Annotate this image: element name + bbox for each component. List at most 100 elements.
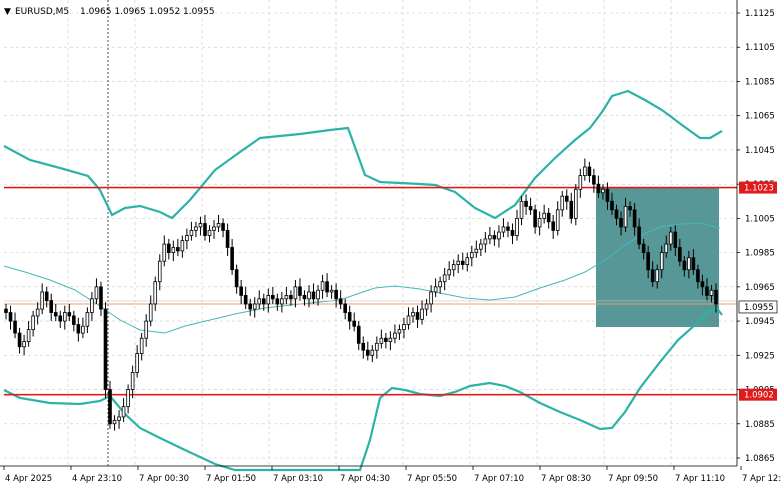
candle (58, 310, 63, 328)
candle (135, 345, 139, 378)
candle-body-bullish (429, 291, 433, 305)
candle-body-bearish (637, 226, 641, 245)
candle (203, 214, 207, 241)
candle-body-bullish (488, 235, 492, 240)
candle (148, 295, 153, 327)
candle (298, 278, 302, 301)
time-axis: 4 Apr 2025 4 Apr 23:10 7 Apr 00:30 7 Apr 01… (0, 465, 781, 484)
candle (117, 410, 121, 429)
candle (130, 365, 135, 399)
candle-body-bearish (610, 200, 614, 211)
candle-body-bullish (655, 269, 660, 283)
candle (248, 298, 253, 316)
time-tick-label: 7 Apr 05:50 (407, 474, 457, 484)
candle-body-bullish (148, 303, 153, 322)
candle (49, 293, 54, 322)
candle-body-bearish (506, 226, 510, 231)
candle (320, 274, 325, 299)
candle (415, 305, 420, 328)
chart-header: ▼ EURUSD,M5 1.0965 1.0965 1.0952 1.0955 (4, 7, 215, 17)
candle-body-bearish (338, 298, 343, 305)
candle-body-bullish (424, 303, 429, 310)
candle-body-bearish (641, 243, 646, 254)
candle (365, 341, 370, 361)
candle (614, 204, 619, 226)
candle-body-bullish (555, 209, 560, 231)
time-tick-label: 4 Apr 23:10 (72, 474, 122, 484)
price-tick-label: 1.1065 (745, 112, 775, 122)
candle-body-bullish (370, 349, 375, 356)
candle (176, 238, 180, 257)
candle-body-bullish (501, 226, 506, 233)
candle (90, 291, 94, 322)
candle-body-bearish (352, 320, 357, 327)
candle (678, 238, 682, 267)
candle (714, 283, 718, 313)
candle (542, 204, 546, 224)
candle-body-bearish (99, 286, 103, 310)
candle-body-bullish (411, 312, 415, 317)
candle (705, 278, 709, 301)
candle-body-bearish (176, 247, 180, 252)
candle-body-bearish (72, 315, 76, 325)
candle (592, 168, 596, 193)
candle-body-bullish (31, 315, 35, 331)
candle-body-bearish (528, 206, 533, 211)
candle-body-bullish (406, 315, 411, 325)
candle-body-bullish (293, 286, 298, 300)
candle (284, 286, 289, 304)
candle-body-bearish (460, 260, 465, 265)
candle (103, 302, 108, 399)
level-price-tag-label: 1.0902 (744, 391, 774, 401)
candle-body-bearish (325, 281, 329, 293)
candle-body-bearish (225, 229, 230, 248)
candle-body-bullish (574, 188, 578, 219)
candle (632, 202, 637, 236)
candle (271, 286, 275, 304)
candle-body-bullish (162, 243, 167, 262)
candle-body-bullish (139, 337, 144, 354)
candle-body-bearish (298, 286, 302, 296)
candle (311, 283, 316, 304)
target-zone-rectangle[interactable] (596, 187, 719, 327)
time-tick-label: 7 Apr 04:30 (340, 474, 390, 484)
candle (171, 240, 176, 262)
candle-body-bullish (537, 217, 542, 228)
candle (587, 161, 592, 183)
candle (198, 216, 203, 236)
candle-body-bearish (4, 308, 8, 313)
candle-body-bullish (469, 252, 474, 259)
candle (94, 278, 99, 304)
candle (121, 398, 126, 423)
candle-body-bearish (49, 300, 54, 313)
candle-body-bullish (284, 295, 289, 300)
candle-body-bearish (13, 320, 17, 334)
level-price-tag (739, 388, 777, 401)
candle-body-bullish (519, 200, 524, 219)
candle-body-bullish (320, 281, 325, 291)
candle-body-bullish (447, 269, 451, 276)
candle-body-bullish (601, 188, 605, 194)
candle (289, 290, 293, 306)
collapse-arrow-icon[interactable]: ▼ (4, 7, 11, 17)
candle-body-bearish (103, 308, 108, 390)
candle (343, 298, 347, 320)
candle-body-bearish (361, 342, 366, 351)
candle-body-bearish (546, 212, 551, 223)
candle-body-bullish (687, 257, 691, 271)
price-tick-label: 1.0945 (745, 317, 775, 327)
candle (185, 228, 189, 250)
candle-body-bullish (664, 243, 669, 254)
candle (578, 168, 583, 198)
level-price-tag-label: 1.1023 (744, 184, 774, 194)
candle-body-bearish (167, 243, 171, 254)
candle (519, 196, 524, 226)
time-tick-label: 7 Apr 07:10 (474, 474, 524, 484)
candle-body-bearish (58, 315, 63, 322)
candle-body-bearish (592, 175, 596, 185)
candle (307, 285, 311, 308)
candle-body-bearish (343, 303, 347, 313)
candle (668, 226, 673, 251)
candle (352, 312, 357, 332)
